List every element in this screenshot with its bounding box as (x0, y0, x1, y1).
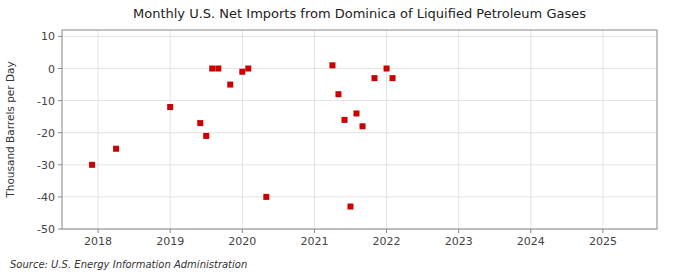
y-grid-line (62, 132, 657, 133)
point (347, 204, 353, 210)
y-tick (58, 68, 62, 69)
point (227, 82, 233, 88)
point (203, 133, 209, 139)
x-tick-label: 2019 (156, 235, 184, 248)
x-tick-label: 2020 (228, 235, 256, 248)
y-tick (58, 164, 62, 165)
y-grid-line (62, 100, 657, 101)
y-grid-line (62, 196, 657, 197)
source-note: Source: U.S. Energy Information Administ… (10, 259, 247, 270)
x-tick (242, 229, 243, 233)
x-tick-label: 2021 (300, 235, 328, 248)
y-tick-label: 0 (48, 63, 55, 76)
point (215, 66, 221, 72)
y-grid-line (62, 68, 657, 69)
point (372, 75, 378, 81)
point (89, 162, 95, 168)
x-tick (530, 229, 531, 233)
point (390, 75, 396, 81)
y-tick-label: 10 (41, 30, 55, 43)
point (335, 91, 341, 97)
x-tick-label: 2024 (517, 235, 545, 248)
x-grid-line (530, 30, 531, 229)
y-tick (58, 196, 62, 197)
grid (62, 30, 657, 229)
point (167, 104, 173, 110)
y-tick-label: -20 (37, 127, 55, 140)
y-tick-label: -10 (37, 95, 55, 108)
point (353, 110, 359, 116)
point (263, 194, 269, 200)
x-tick-label: 2025 (589, 235, 617, 248)
title: Monthly U.S. Net Imports from Dominica o… (133, 6, 586, 21)
x-tick (98, 229, 99, 233)
x-tick-label: 2023 (445, 235, 473, 248)
points (89, 62, 395, 209)
x-grid-line (170, 30, 171, 229)
x-tick (314, 229, 315, 233)
point (384, 66, 390, 72)
x-grid-line (458, 30, 459, 229)
point (329, 62, 335, 68)
point (360, 123, 366, 129)
y-tick (58, 229, 62, 230)
y-tick (58, 132, 62, 133)
chart: 2018 2019 2020 2021 2022 2023 2024 2025 -50 -40 -3… (0, 0, 675, 275)
x-tick-label: 2022 (373, 235, 401, 248)
x-tick (458, 229, 459, 233)
y-grid-line (62, 36, 657, 37)
point (113, 146, 119, 152)
y-tick (58, 36, 62, 37)
point (197, 120, 203, 126)
point (239, 69, 245, 75)
axes: 2018 2019 2020 2021 2022 2023 2024 2025 -50 -40 -3… (37, 30, 657, 248)
y-tick (58, 100, 62, 101)
x-grid-line (98, 30, 99, 229)
x-grid-line (314, 30, 315, 229)
x-tick (602, 229, 603, 233)
point (245, 66, 251, 72)
y-axis-label: Thousand Barrels per Day (4, 61, 16, 198)
point (341, 117, 347, 123)
y-tick-label: -40 (37, 191, 55, 204)
x-grid-line (602, 30, 603, 229)
point (209, 66, 215, 72)
x-tick-label: 2018 (84, 235, 112, 248)
x-tick (170, 229, 171, 233)
x-grid-line (386, 30, 387, 229)
y-tick-label: -50 (37, 223, 55, 236)
x-grid-line (242, 30, 243, 229)
y-grid-line (62, 164, 657, 165)
x-tick (386, 229, 387, 233)
plot-frame (62, 30, 657, 229)
y-tick-label: -30 (37, 159, 55, 172)
